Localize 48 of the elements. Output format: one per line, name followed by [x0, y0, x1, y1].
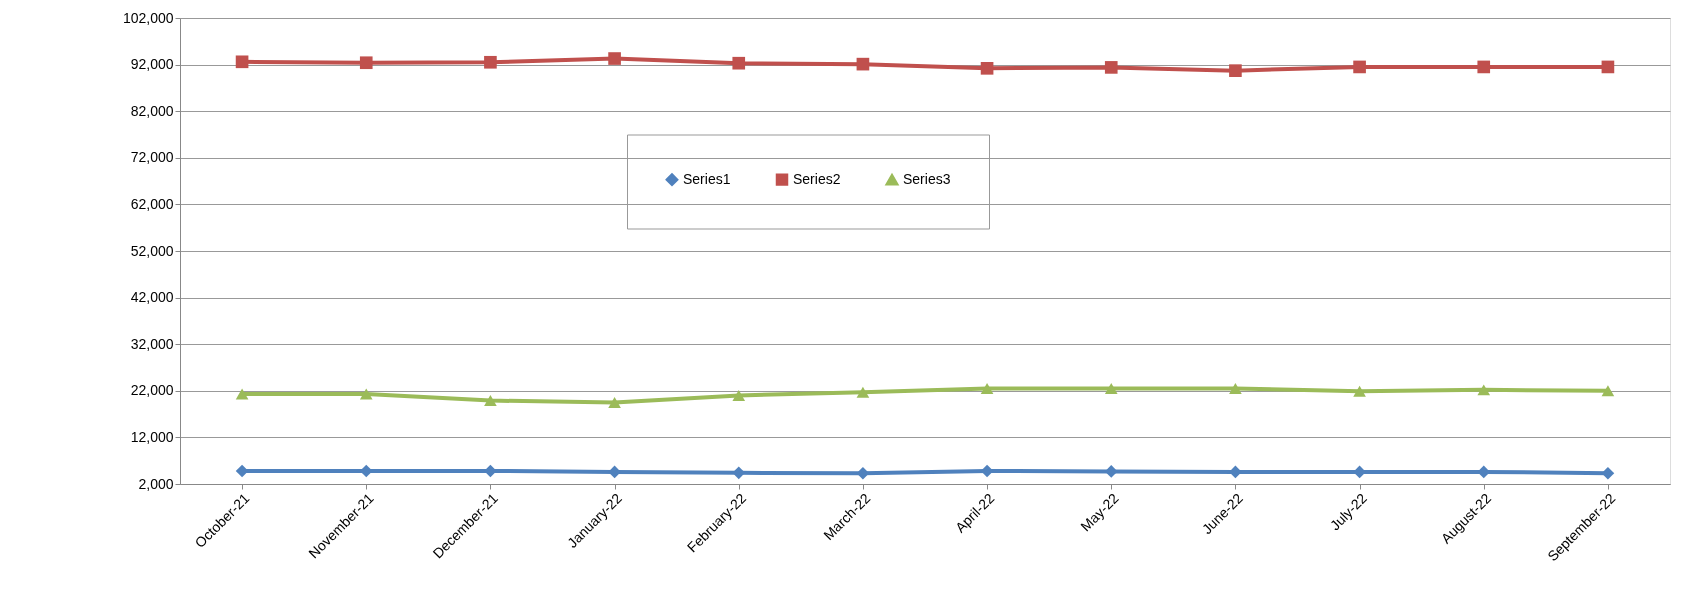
point [484, 395, 497, 407]
point [732, 466, 746, 480]
point [1229, 465, 1242, 479]
legend-label: Series1 [683, 170, 731, 187]
y-tick-label: 52,000 [130, 242, 174, 259]
y-tick-label: 62,000 [130, 195, 174, 212]
point [359, 388, 373, 400]
y-tick-label: 92,000 [130, 56, 174, 73]
point [359, 56, 373, 70]
y-tick-label: 32,000 [130, 335, 174, 352]
point [484, 55, 497, 69]
point [1601, 60, 1615, 74]
point [856, 57, 870, 71]
point [980, 382, 994, 394]
y-tick-label: 22,000 [130, 382, 174, 399]
point [732, 56, 746, 70]
point [980, 464, 994, 478]
point [856, 386, 870, 398]
point [980, 62, 994, 75]
point [1104, 61, 1118, 74]
point [608, 396, 621, 408]
point [1104, 465, 1118, 478]
point [1601, 385, 1615, 397]
point [1229, 382, 1242, 394]
point [1353, 385, 1366, 397]
point [1229, 64, 1242, 77]
point [732, 389, 746, 401]
point [235, 388, 249, 400]
point [608, 465, 621, 479]
point [1477, 60, 1491, 74]
point [1477, 384, 1491, 396]
point [1601, 466, 1615, 480]
point [856, 466, 870, 480]
y-tick-label: 12,000 [130, 428, 174, 445]
point [1353, 60, 1366, 74]
legend-label: Series2 [793, 170, 841, 187]
y-tick-label: 42,000 [130, 289, 174, 306]
point [484, 464, 497, 478]
point [235, 464, 249, 478]
point [1353, 465, 1366, 479]
y-tick-label: 102,000 [122, 9, 174, 26]
y-tick-label: 82,000 [130, 102, 174, 119]
point [608, 52, 621, 65]
point [1104, 382, 1118, 394]
point [235, 55, 249, 69]
y-tick-label: 72,000 [130, 149, 174, 166]
y-tick-label: 2,000 [138, 475, 174, 492]
legend-label: Series3 [903, 170, 951, 187]
